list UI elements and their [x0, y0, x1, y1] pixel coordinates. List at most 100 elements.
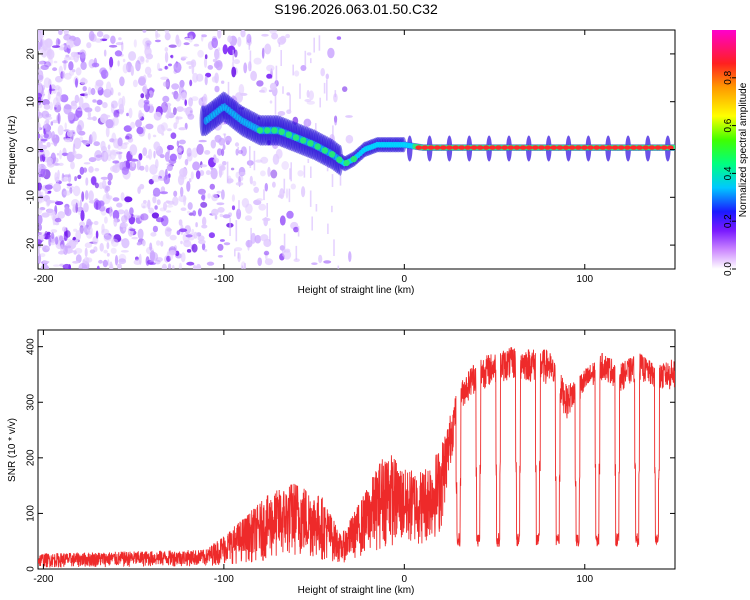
noise-blob — [286, 109, 292, 114]
signal-peak — [470, 145, 478, 150]
noise-blob — [132, 79, 138, 88]
noise-blob — [106, 195, 113, 200]
noise-blob — [285, 188, 289, 199]
noise-blob — [79, 221, 86, 228]
noise-blob — [145, 164, 149, 173]
spectrogram-ylabel: Frequency (Hz) — [7, 116, 18, 185]
noise-blob — [47, 93, 51, 101]
noise-blob — [160, 215, 169, 227]
noise-streak — [337, 265, 340, 269]
noise-blob — [132, 214, 141, 218]
noise-blob — [145, 53, 153, 60]
noise-blob — [43, 104, 51, 110]
noise-blob — [166, 204, 174, 208]
noise-blob — [50, 121, 54, 126]
noise-blob — [192, 161, 201, 171]
noise-blob — [166, 164, 173, 171]
noise-blob — [90, 87, 96, 96]
noise-streak — [295, 245, 298, 260]
noise-blob — [152, 196, 157, 204]
signal-blob — [285, 131, 292, 138]
noise-blob — [221, 80, 225, 84]
noise-blob — [73, 37, 81, 47]
noise-blob — [124, 135, 130, 140]
noise-blob — [210, 139, 216, 149]
noise-streak — [241, 265, 244, 269]
noise-blob — [222, 161, 227, 166]
noise-blob — [177, 174, 185, 186]
noise-blob — [73, 52, 80, 63]
signal-peak — [531, 145, 539, 150]
noise-blob — [101, 228, 110, 236]
noise-blob — [208, 232, 215, 239]
signal-blob — [271, 127, 278, 134]
noise-blob — [129, 207, 134, 216]
signal-peak — [489, 145, 496, 150]
noise-streak — [333, 239, 335, 256]
noise-blob — [47, 231, 51, 235]
signal-peak — [519, 145, 527, 150]
noise-blob — [144, 43, 147, 51]
noise-blob — [156, 199, 161, 206]
noise-streak — [311, 216, 313, 231]
noise-blob — [255, 159, 263, 163]
noise-blob — [38, 92, 43, 99]
noise-streak — [266, 203, 268, 217]
noise-streak — [237, 146, 239, 152]
noise-blob — [114, 254, 119, 266]
noise-streak — [319, 97, 321, 108]
noise-blob — [178, 127, 187, 131]
noise-blob — [95, 201, 99, 210]
noise-blob — [112, 209, 120, 221]
noise-blob — [172, 264, 175, 269]
noise-streak — [232, 49, 234, 61]
noise-blob — [178, 219, 183, 226]
noise-blob — [79, 225, 84, 234]
noise-blob — [66, 39, 74, 49]
noise-blob — [61, 226, 67, 232]
signal-peak — [482, 145, 490, 150]
noise-blob — [154, 205, 158, 210]
noise-blob — [76, 124, 82, 135]
noise-blob — [136, 242, 142, 246]
noise-blob — [240, 30, 246, 38]
noise-blob — [204, 150, 211, 155]
signal-peak — [617, 145, 625, 150]
noise-blob — [112, 160, 120, 164]
noise-blob — [186, 181, 191, 192]
noise-blob — [39, 253, 46, 258]
noise-blob — [103, 49, 107, 57]
signal-peak — [550, 145, 558, 150]
noise-blob — [333, 93, 338, 103]
noise-blob — [74, 239, 79, 245]
noise-blob — [142, 205, 146, 209]
noise-blob — [125, 159, 130, 169]
signal-peak — [439, 145, 447, 150]
noise-streak — [299, 83, 301, 99]
noise-blob — [158, 68, 163, 71]
signal-blob — [314, 143, 321, 150]
noise-blob — [186, 147, 192, 157]
noise-streak — [280, 50, 282, 66]
noise-streak — [283, 178, 286, 194]
noise-blob — [119, 222, 128, 228]
noise-blob — [163, 174, 170, 185]
noise-blob — [46, 141, 51, 148]
noise-streak — [229, 217, 231, 236]
noise-streak — [331, 205, 333, 213]
noise-blob — [76, 108, 84, 112]
signal-blob — [278, 128, 285, 135]
noise-blob — [264, 43, 272, 55]
noise-blob — [38, 67, 41, 76]
noise-blob — [277, 111, 286, 116]
noise-blob — [96, 99, 103, 106]
noise-blob — [192, 264, 197, 269]
noise-blob — [243, 62, 248, 74]
noise-blob — [59, 263, 64, 267]
noise-blob — [178, 228, 188, 233]
noise-blob — [153, 150, 156, 159]
noise-blob — [145, 40, 152, 46]
noise-blob — [231, 205, 236, 211]
noise-blob — [180, 240, 183, 245]
